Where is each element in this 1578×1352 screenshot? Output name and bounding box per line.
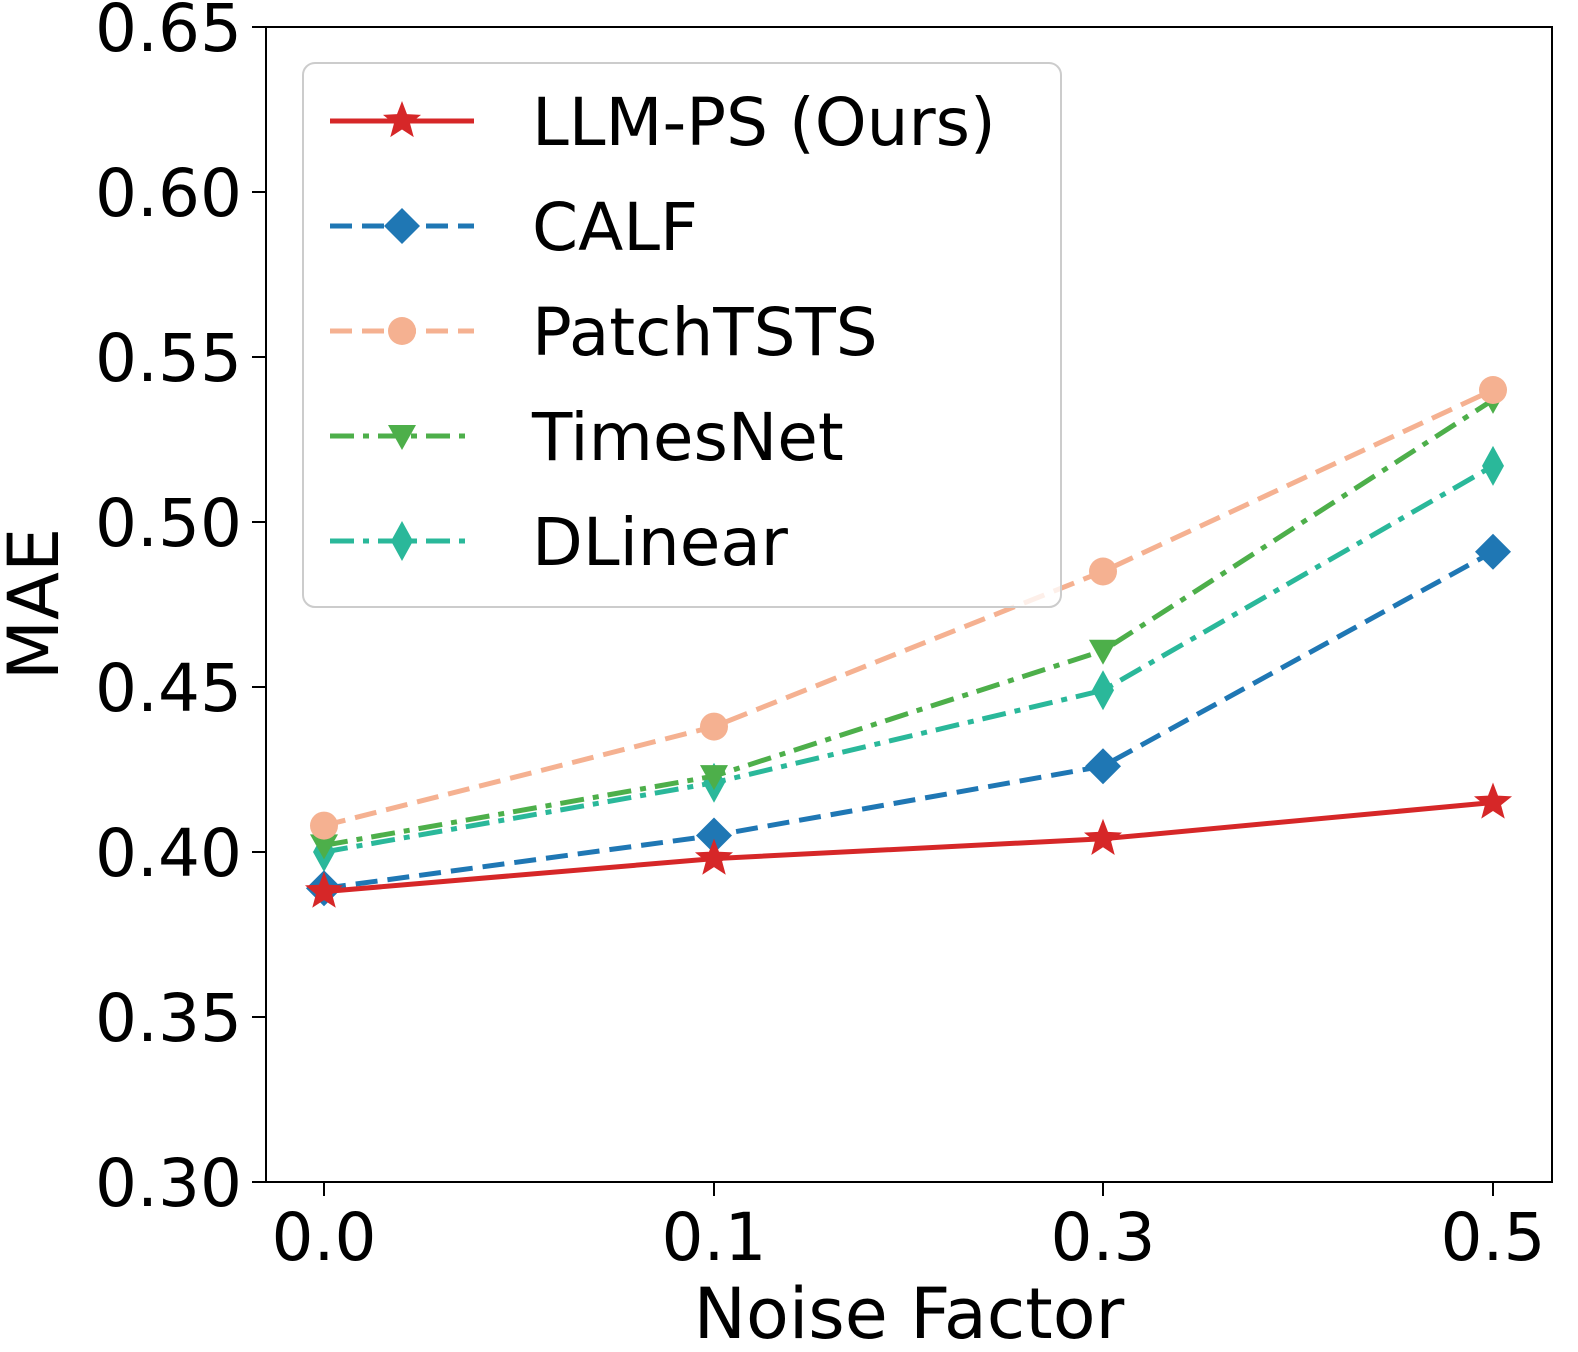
series-1-point-1 bbox=[696, 817, 732, 854]
x-tick-label-0: 0.0 bbox=[272, 1199, 377, 1276]
series-2 bbox=[310, 376, 1507, 840]
legend-entry-1: CALF bbox=[330, 189, 698, 266]
y-tick-label-2: 0.40 bbox=[95, 815, 242, 892]
legend-marker-4 bbox=[391, 521, 413, 561]
legend-label-4: DLinear bbox=[532, 504, 789, 581]
x-axis-label: Noise Factor bbox=[694, 1273, 1125, 1352]
series-0 bbox=[304, 782, 1513, 908]
y-tick-label-6: 0.60 bbox=[95, 155, 242, 232]
legend-entry-0: LLM-PS (Ours) bbox=[330, 84, 996, 161]
series-4-point-2 bbox=[1092, 670, 1114, 711]
series-line-0 bbox=[323, 800, 1494, 895]
y-tick-label-4: 0.50 bbox=[95, 485, 242, 562]
x-tick-label-3: 0.5 bbox=[1441, 1199, 1546, 1276]
series-3-point-2 bbox=[1089, 639, 1117, 665]
legend-frame bbox=[302, 62, 1062, 608]
series-1-point-2 bbox=[1085, 748, 1121, 785]
legend-marker-3 bbox=[388, 425, 416, 450]
series-layer bbox=[304, 376, 1513, 908]
y-tick-label-3: 0.45 bbox=[95, 650, 242, 727]
series-2-point-0 bbox=[310, 811, 338, 840]
plot-frame bbox=[265, 26, 1553, 1183]
series-1 bbox=[306, 533, 1511, 907]
series-3-point-1 bbox=[700, 765, 728, 791]
legend-label-3: TimesNet bbox=[531, 399, 844, 476]
series-line-3 bbox=[323, 397, 1495, 848]
series-0-point-2 bbox=[1083, 818, 1123, 855]
series-line-2 bbox=[323, 387, 1495, 829]
series-0-point-3 bbox=[1473, 782, 1513, 819]
legend-entry-2: PatchTSTS bbox=[330, 294, 878, 371]
y-tick-label-1: 0.35 bbox=[95, 980, 242, 1057]
legend: LLM-PS (Ours) CALF PatchTSTS TimesNet DLinea… bbox=[302, 62, 1062, 608]
series-line-4 bbox=[323, 463, 1495, 855]
series-line-1 bbox=[323, 549, 1495, 891]
legend-marker-2 bbox=[388, 317, 416, 345]
legend-marker-0 bbox=[382, 101, 422, 138]
y-axis-label: MAE bbox=[0, 528, 75, 681]
legend-marker-1 bbox=[384, 208, 420, 244]
legend-items: LLM-PS (Ours) CALF PatchTSTS TimesNet DLinea… bbox=[330, 84, 996, 581]
legend-label-2: PatchTSTS bbox=[532, 294, 878, 371]
x-axis: 0.0 0.1 0.3 0.5 bbox=[272, 1182, 1546, 1276]
series-0-point-0 bbox=[304, 871, 344, 908]
series-2-point-3 bbox=[1479, 376, 1507, 404]
legend-label-1: CALF bbox=[532, 189, 698, 266]
legend-entry-3: TimesNet bbox=[330, 399, 844, 476]
series-1-point-3 bbox=[1475, 533, 1511, 570]
y-tick-label-7: 0.65 bbox=[95, 0, 242, 67]
legend-entry-4: DLinear bbox=[330, 504, 789, 581]
x-tick-label-2: 0.3 bbox=[1051, 1199, 1156, 1276]
y-axis: 0.30 0.35 0.40 0.45 0.50 0.55 0.60 0.65 bbox=[95, 0, 266, 1222]
legend-label-0: LLM-PS (Ours) bbox=[532, 84, 996, 161]
y-tick-label-0: 0.30 bbox=[95, 1145, 242, 1222]
x-tick-label-1: 0.1 bbox=[662, 1199, 767, 1276]
series-3-point-0 bbox=[310, 834, 338, 860]
y-tick-label-5: 0.55 bbox=[95, 320, 242, 397]
series-0-point-1 bbox=[694, 838, 734, 875]
series-2-point-1 bbox=[700, 712, 728, 741]
series-2-point-2 bbox=[1089, 557, 1117, 586]
series-4-point-3 bbox=[1482, 445, 1504, 486]
